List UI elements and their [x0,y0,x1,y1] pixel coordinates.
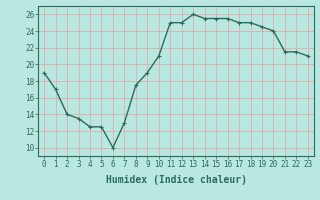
X-axis label: Humidex (Indice chaleur): Humidex (Indice chaleur) [106,175,246,185]
